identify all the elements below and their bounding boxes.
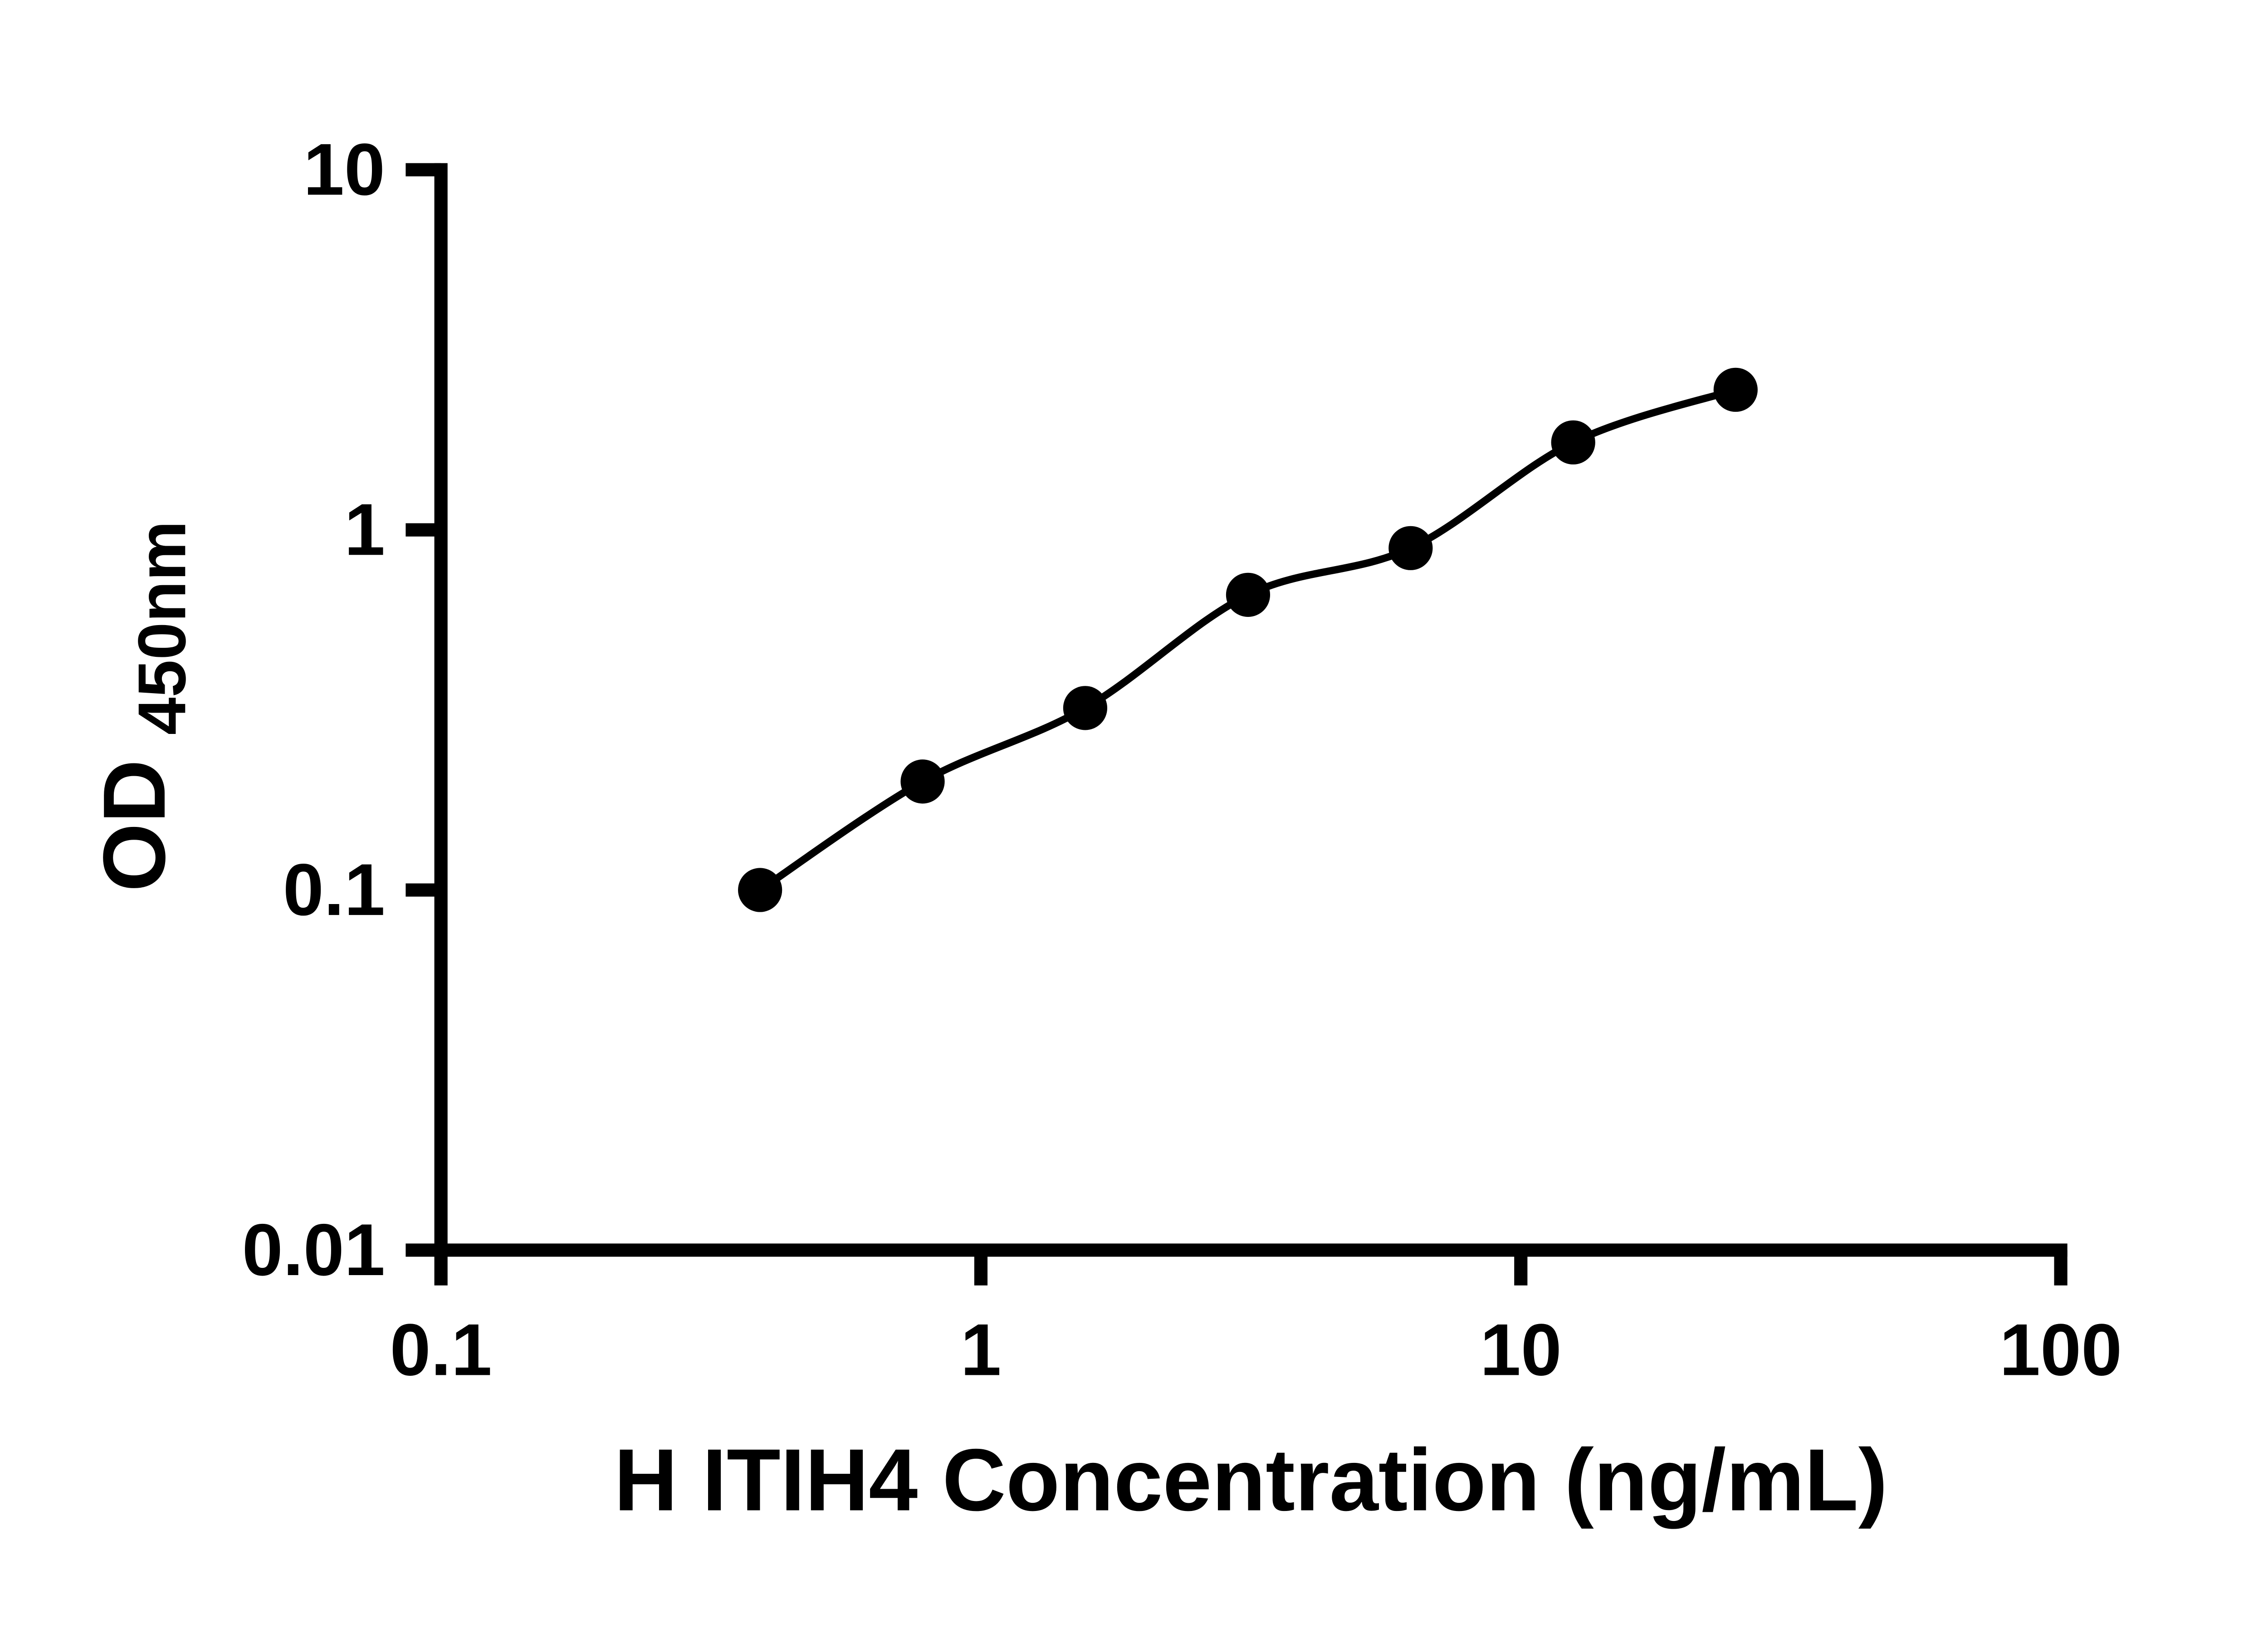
y-tick-label: 0.1: [283, 849, 385, 931]
data-point: [900, 759, 945, 804]
y-axis-title-main: OD: [85, 759, 184, 892]
tick-marks: [406, 163, 2068, 1286]
fit-curve: [758, 386, 1737, 893]
x-tick-label: 100: [1999, 1309, 2122, 1391]
x-axis-title: H ITIH4 Concentration (ng/mL): [614, 1431, 1888, 1529]
data-point: [1388, 526, 1433, 570]
y-tick-label: 10: [303, 128, 385, 210]
y-tick-label: 0.01: [242, 1209, 385, 1291]
y-axis-title-subscript: 450nm: [124, 521, 200, 735]
x-tick-label: 0.1: [390, 1309, 492, 1391]
data-point: [1226, 572, 1271, 617]
data-point: [738, 868, 782, 912]
y-axis-title: OD 450nm: [85, 521, 200, 892]
data-point: [1551, 420, 1595, 464]
data-point: [1063, 686, 1108, 730]
axes: [434, 163, 2068, 1257]
x-tick-label: 1: [960, 1309, 1001, 1391]
data-series: [738, 367, 1758, 912]
axis-frame: [434, 163, 2068, 1257]
x-tick-label: 10: [1480, 1309, 1562, 1391]
y-tick-label: 1: [344, 489, 385, 571]
data-point: [1713, 367, 1758, 412]
